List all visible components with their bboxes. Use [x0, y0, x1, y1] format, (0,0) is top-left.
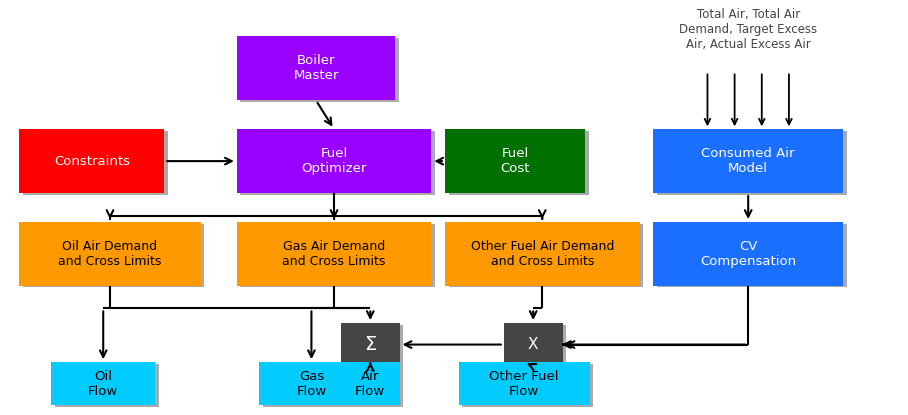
- Text: Oil Air Demand
and Cross Limits: Oil Air Demand and Cross Limits: [58, 240, 162, 268]
- FancyBboxPatch shape: [653, 222, 844, 286]
- FancyBboxPatch shape: [449, 131, 589, 195]
- Text: Other Fuel
Flow: Other Fuel Flow: [489, 370, 559, 398]
- FancyBboxPatch shape: [263, 364, 367, 407]
- FancyBboxPatch shape: [459, 362, 590, 405]
- FancyBboxPatch shape: [260, 362, 363, 405]
- FancyBboxPatch shape: [656, 224, 847, 288]
- FancyBboxPatch shape: [237, 37, 395, 100]
- FancyBboxPatch shape: [237, 129, 431, 193]
- Text: Total Air, Total Air
Demand, Target Excess
Air, Actual Excess Air: Total Air, Total Air Demand, Target Exce…: [679, 7, 817, 51]
- Text: Consumed Air
Model: Consumed Air Model: [702, 147, 794, 175]
- Text: Constraints: Constraints: [54, 155, 130, 168]
- FancyBboxPatch shape: [241, 38, 399, 102]
- FancyBboxPatch shape: [19, 222, 201, 286]
- Text: Fuel
Optimizer: Fuel Optimizer: [301, 147, 367, 175]
- FancyBboxPatch shape: [445, 129, 586, 193]
- FancyBboxPatch shape: [462, 364, 594, 407]
- FancyBboxPatch shape: [504, 323, 563, 366]
- FancyBboxPatch shape: [23, 131, 168, 195]
- Text: Oil
Flow: Oil Flow: [88, 370, 118, 398]
- FancyBboxPatch shape: [445, 222, 639, 286]
- Text: Air
Flow: Air Flow: [355, 370, 385, 398]
- Text: Gas
Flow: Gas Flow: [296, 370, 327, 398]
- FancyBboxPatch shape: [653, 129, 844, 193]
- FancyBboxPatch shape: [508, 325, 567, 368]
- FancyBboxPatch shape: [344, 325, 403, 368]
- FancyBboxPatch shape: [340, 362, 400, 405]
- Text: Other Fuel Air Demand
and Cross Limits: Other Fuel Air Demand and Cross Limits: [470, 240, 614, 268]
- FancyBboxPatch shape: [237, 222, 431, 286]
- FancyBboxPatch shape: [23, 224, 204, 288]
- FancyBboxPatch shape: [19, 129, 164, 193]
- FancyBboxPatch shape: [54, 364, 159, 407]
- Text: Fuel
Cost: Fuel Cost: [500, 147, 530, 175]
- FancyBboxPatch shape: [241, 224, 435, 288]
- FancyBboxPatch shape: [340, 323, 400, 366]
- FancyBboxPatch shape: [656, 131, 847, 195]
- Text: CV
Compensation: CV Compensation: [700, 240, 796, 268]
- FancyBboxPatch shape: [241, 131, 435, 195]
- FancyBboxPatch shape: [51, 362, 155, 405]
- Text: Σ: Σ: [364, 335, 377, 354]
- Text: Gas Air Demand
and Cross Limits: Gas Air Demand and Cross Limits: [282, 240, 386, 268]
- FancyBboxPatch shape: [344, 364, 403, 407]
- Text: X: X: [528, 337, 538, 352]
- Text: Boiler
Master: Boiler Master: [293, 54, 339, 82]
- FancyBboxPatch shape: [449, 224, 643, 288]
